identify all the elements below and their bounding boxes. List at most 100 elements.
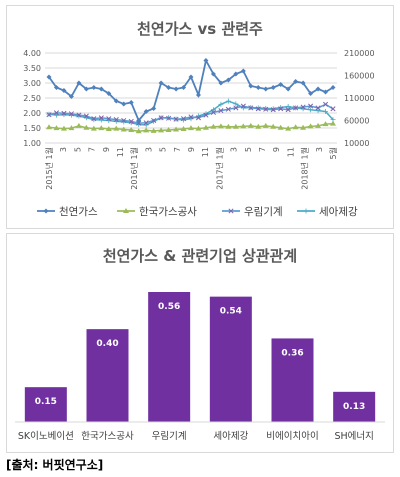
data-point: [121, 101, 127, 107]
data-point: [218, 80, 224, 86]
y-right-tick-label: 160000: [344, 72, 375, 81]
data-point: [210, 109, 216, 115]
y-left-tick-label: 4.00: [23, 49, 41, 58]
data-point: [247, 122, 254, 128]
legend-item: 세아제강: [297, 206, 358, 218]
bar: [86, 329, 129, 422]
data-point: [203, 112, 209, 118]
data-label: 0.40: [96, 339, 118, 349]
data-point: [68, 125, 75, 131]
data-point: [195, 92, 201, 98]
data-point: [128, 118, 134, 124]
x-tick-label: 3: [59, 147, 68, 152]
y-left-tick-label: 3.00: [23, 79, 41, 88]
data-point: [143, 127, 150, 133]
data-point: [173, 126, 180, 132]
legend-label: 우림기계: [244, 206, 283, 218]
category-label: 세아제강: [213, 431, 248, 442]
data-point: [128, 126, 135, 132]
data-point: [285, 125, 292, 131]
data-point: [53, 110, 60, 116]
data-point: [90, 125, 97, 131]
legend-marker: [228, 208, 234, 214]
data-point: [322, 121, 329, 127]
data-point: [151, 117, 157, 124]
bar: [148, 292, 191, 422]
data-point: [263, 105, 269, 111]
data-point: [330, 85, 336, 90]
data-point: [98, 115, 104, 121]
data-point: [270, 123, 277, 129]
x-tick-label: 7: [173, 147, 182, 152]
line-chart: 천연가스 vs 관련주4.003.503.002.502.001.501.002…: [23, 20, 375, 218]
data-point: [218, 101, 224, 107]
y-right-tick-label: 10000: [344, 139, 369, 148]
data-point: [217, 123, 224, 129]
data-point: [61, 110, 67, 116]
data-point: [285, 107, 291, 113]
data-point: [300, 104, 306, 110]
data-point: [323, 89, 329, 95]
data-point: [218, 108, 224, 114]
data-point: [195, 115, 202, 121]
data-point: [83, 124, 90, 130]
data-point: [135, 128, 142, 134]
data-point: [76, 80, 82, 86]
data-point: [210, 107, 216, 113]
data-point: [233, 101, 239, 107]
legend-item: 우림기계: [222, 206, 283, 218]
data-point: [136, 118, 142, 123]
data-point: [105, 126, 112, 132]
data-point: [128, 100, 134, 105]
data-point: [83, 86, 89, 92]
x-tick-label: 2018년 1월: [300, 147, 310, 190]
x-tick-label: 7: [88, 147, 97, 152]
y-left-tick-label: 1.00: [23, 139, 41, 148]
category-label: 한국가스공사: [81, 431, 134, 442]
x-tick-label: 11: [201, 147, 210, 157]
data-point: [278, 106, 284, 112]
data-point: [270, 85, 276, 90]
data-point: [165, 126, 172, 132]
data-point: [195, 125, 202, 131]
data-point: [322, 101, 329, 107]
data-point: [210, 123, 217, 129]
legend-item: 천연가스: [37, 206, 98, 218]
data-point: [76, 112, 82, 118]
data-point: [240, 68, 246, 74]
bar-chart: 천연가스 & 관련기업 상관관계 0.15 SK이노베이션 0.40 한국가스공사 0.5…: [15, 247, 385, 442]
data-point: [225, 106, 231, 112]
data-point: [300, 124, 307, 130]
x-tick-label: 7: [258, 147, 267, 152]
data-label: 0.56: [158, 302, 180, 312]
data-point: [188, 114, 194, 120]
y-left-tick-label: 2.50: [23, 94, 41, 103]
data-point: [60, 125, 67, 131]
data-point: [277, 124, 284, 130]
chart-title: 천연가스 & 관련기업 상관관계: [103, 247, 297, 265]
data-point: [143, 120, 149, 126]
series-2: [46, 101, 336, 126]
x-tick-label: 3: [144, 147, 153, 152]
data-point: [158, 127, 165, 133]
bar-chart-panel: 천연가스 & 관련기업 상관관계 0.15 SK이노베이션 0.40 한국가스공사 0.5…: [6, 233, 394, 453]
data-point: [315, 108, 321, 114]
data-point: [278, 82, 284, 87]
data-point: [143, 109, 149, 114]
data-point: [308, 107, 314, 113]
bar: [24, 387, 67, 422]
data-point: [113, 117, 119, 123]
legend-label: 한국가스공사: [139, 206, 197, 218]
data-point: [98, 86, 104, 92]
data-point: [166, 115, 172, 121]
data-point: [315, 122, 322, 128]
data-point: [46, 74, 52, 80]
data-point: [68, 111, 74, 117]
data-point: [240, 123, 247, 129]
data-point: [68, 94, 74, 99]
data-point: [203, 58, 209, 63]
x-tick-label: 11: [286, 147, 295, 157]
data-point: [285, 104, 291, 110]
data-point: [285, 86, 291, 92]
data-point: [240, 103, 246, 109]
